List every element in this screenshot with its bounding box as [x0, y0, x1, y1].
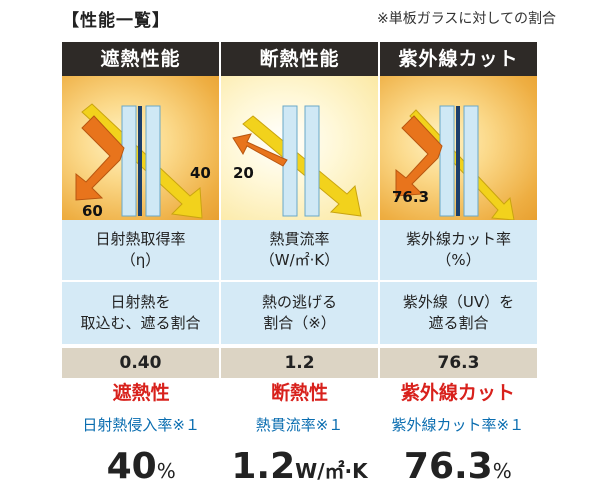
summary-unit: % — [156, 459, 176, 483]
summary-subtitle: 日射熱侵入率※１ — [82, 416, 200, 434]
summary-value: 40% — [62, 442, 220, 492]
heading-row: 遮熱性能 断熱性能 紫外線カット — [62, 42, 537, 76]
description-heat-shield: 日射熱を取込む、遮る割合 — [62, 282, 219, 344]
diagram-label-uv: 76.3 — [392, 188, 430, 206]
metric-row: 日射熱取得率 （η） 熱貫流率 （W/㎡·K） 紫外線カット率 （%） — [62, 220, 537, 282]
description-uv-cut: 紫外線（UV）を 遮る割合 — [380, 282, 537, 344]
description-line: 取込む、遮る割合 — [80, 314, 201, 332]
summary-subtitle: 熱貫流率※１ — [255, 416, 344, 434]
description-line: 紫外線（UV）を — [402, 293, 515, 311]
summary-heat-shield: 遮熱性 日射熱侵入率※１ 40% — [62, 378, 220, 492]
diagram-label-transmit: 40 — [190, 164, 211, 182]
glass-pane-inner — [145, 105, 161, 217]
summary-unit: W/㎡·K — [295, 459, 368, 483]
metric-name: 紫外線カット率 — [405, 230, 511, 248]
performance-table: 遮熱性能 断熱性能 紫外線カット 60 40 — [62, 42, 537, 378]
diagram-heat-shield: 60 40 — [62, 76, 219, 220]
metric-insulation: 熱貫流率 （W/㎡·K） — [221, 220, 378, 282]
description-line: 遮る割合 — [428, 314, 489, 332]
summary-subtitle: 紫外線カット率※１ — [391, 416, 525, 434]
metric-unit: （%） — [436, 251, 481, 269]
value-row: 0.40 1.2 76.3 — [62, 348, 537, 378]
description-insulation: 熱の逃げる割合（※） — [221, 282, 378, 344]
insulation-diagram-icon — [232, 105, 362, 217]
metric-heat-shield: 日射熱取得率 （η） — [62, 220, 219, 282]
summary-title: 紫外線カット — [400, 382, 515, 404]
page-title: 【性能一覧】 — [62, 11, 170, 31]
summary-value: 1.2W/㎡·K — [220, 442, 378, 492]
value-insulation: 1.2 — [221, 348, 378, 378]
summary-uv-cut: 紫外線カット 紫外線カット率※１ 76.3% — [379, 378, 537, 492]
value-uv-cut: 76.3 — [380, 348, 537, 378]
description-line: 割合（※） — [263, 314, 336, 332]
diagram-row: 60 40 20 — [62, 76, 537, 220]
heat-flow-arrow — [242, 115, 362, 217]
heading-heat-shield: 遮熱性能 — [62, 42, 219, 76]
escape-arrow — [232, 133, 288, 167]
uv-cut-diagram-icon — [395, 105, 515, 220]
metric-unit: （η） — [120, 251, 161, 269]
diagram-insulation: 20 — [221, 76, 378, 220]
glass-pane-film — [456, 106, 460, 216]
description-line: 熱の逃げる — [261, 293, 337, 311]
uv-transmitted-arrow — [409, 109, 515, 220]
metric-name: 日射熱取得率 — [95, 230, 186, 248]
summary-number: 76.3 — [403, 446, 493, 487]
summary-title: 遮熱性 — [112, 382, 170, 404]
glass-pane-outer — [121, 105, 137, 217]
header-note: ※単板ガラスに対しての割合 — [376, 11, 556, 27]
reflected-arrow — [75, 115, 125, 201]
summary-number: 1.2 — [231, 446, 296, 487]
glass-pane-inner — [304, 105, 320, 217]
glass-pane-film — [138, 106, 142, 216]
value-heat-shield: 0.40 — [62, 348, 219, 378]
metric-unit: （W/㎡·K） — [259, 251, 340, 269]
glass-pane-inner — [463, 105, 479, 217]
description-line: 日射熱を — [110, 293, 171, 311]
summary-title: 断熱性 — [270, 382, 328, 404]
uv-reflected-arrow — [395, 115, 443, 197]
diagram-label-escape: 20 — [233, 164, 254, 182]
heading-insulation: 断熱性能 — [221, 42, 378, 76]
summary-section: 遮熱性 日射熱侵入率※１ 40% 断熱性 熱貫流率※１ 1.2W/㎡·K 紫外線… — [62, 378, 537, 492]
summary-number: 40 — [106, 446, 157, 487]
description-row: 日射熱を取込む、遮る割合 熱の逃げる割合（※） 紫外線（UV）を 遮る割合 — [62, 282, 537, 344]
summary-value: 76.3% — [379, 442, 537, 492]
summary-unit: % — [492, 459, 512, 483]
diagram-uv-cut: 76.3 — [380, 76, 537, 220]
metric-name: 熱貫流率 — [269, 230, 330, 248]
metric-uv-cut: 紫外線カット率 （%） — [380, 220, 537, 282]
heat-shield-diagram-icon — [75, 103, 203, 219]
glass-pane-outer — [439, 105, 455, 217]
diagram-label-reflect: 60 — [82, 202, 103, 220]
heading-uv-cut: 紫外線カット — [380, 42, 537, 76]
summary-insulation: 断熱性 熱貫流率※１ 1.2W/㎡·K — [220, 378, 378, 492]
